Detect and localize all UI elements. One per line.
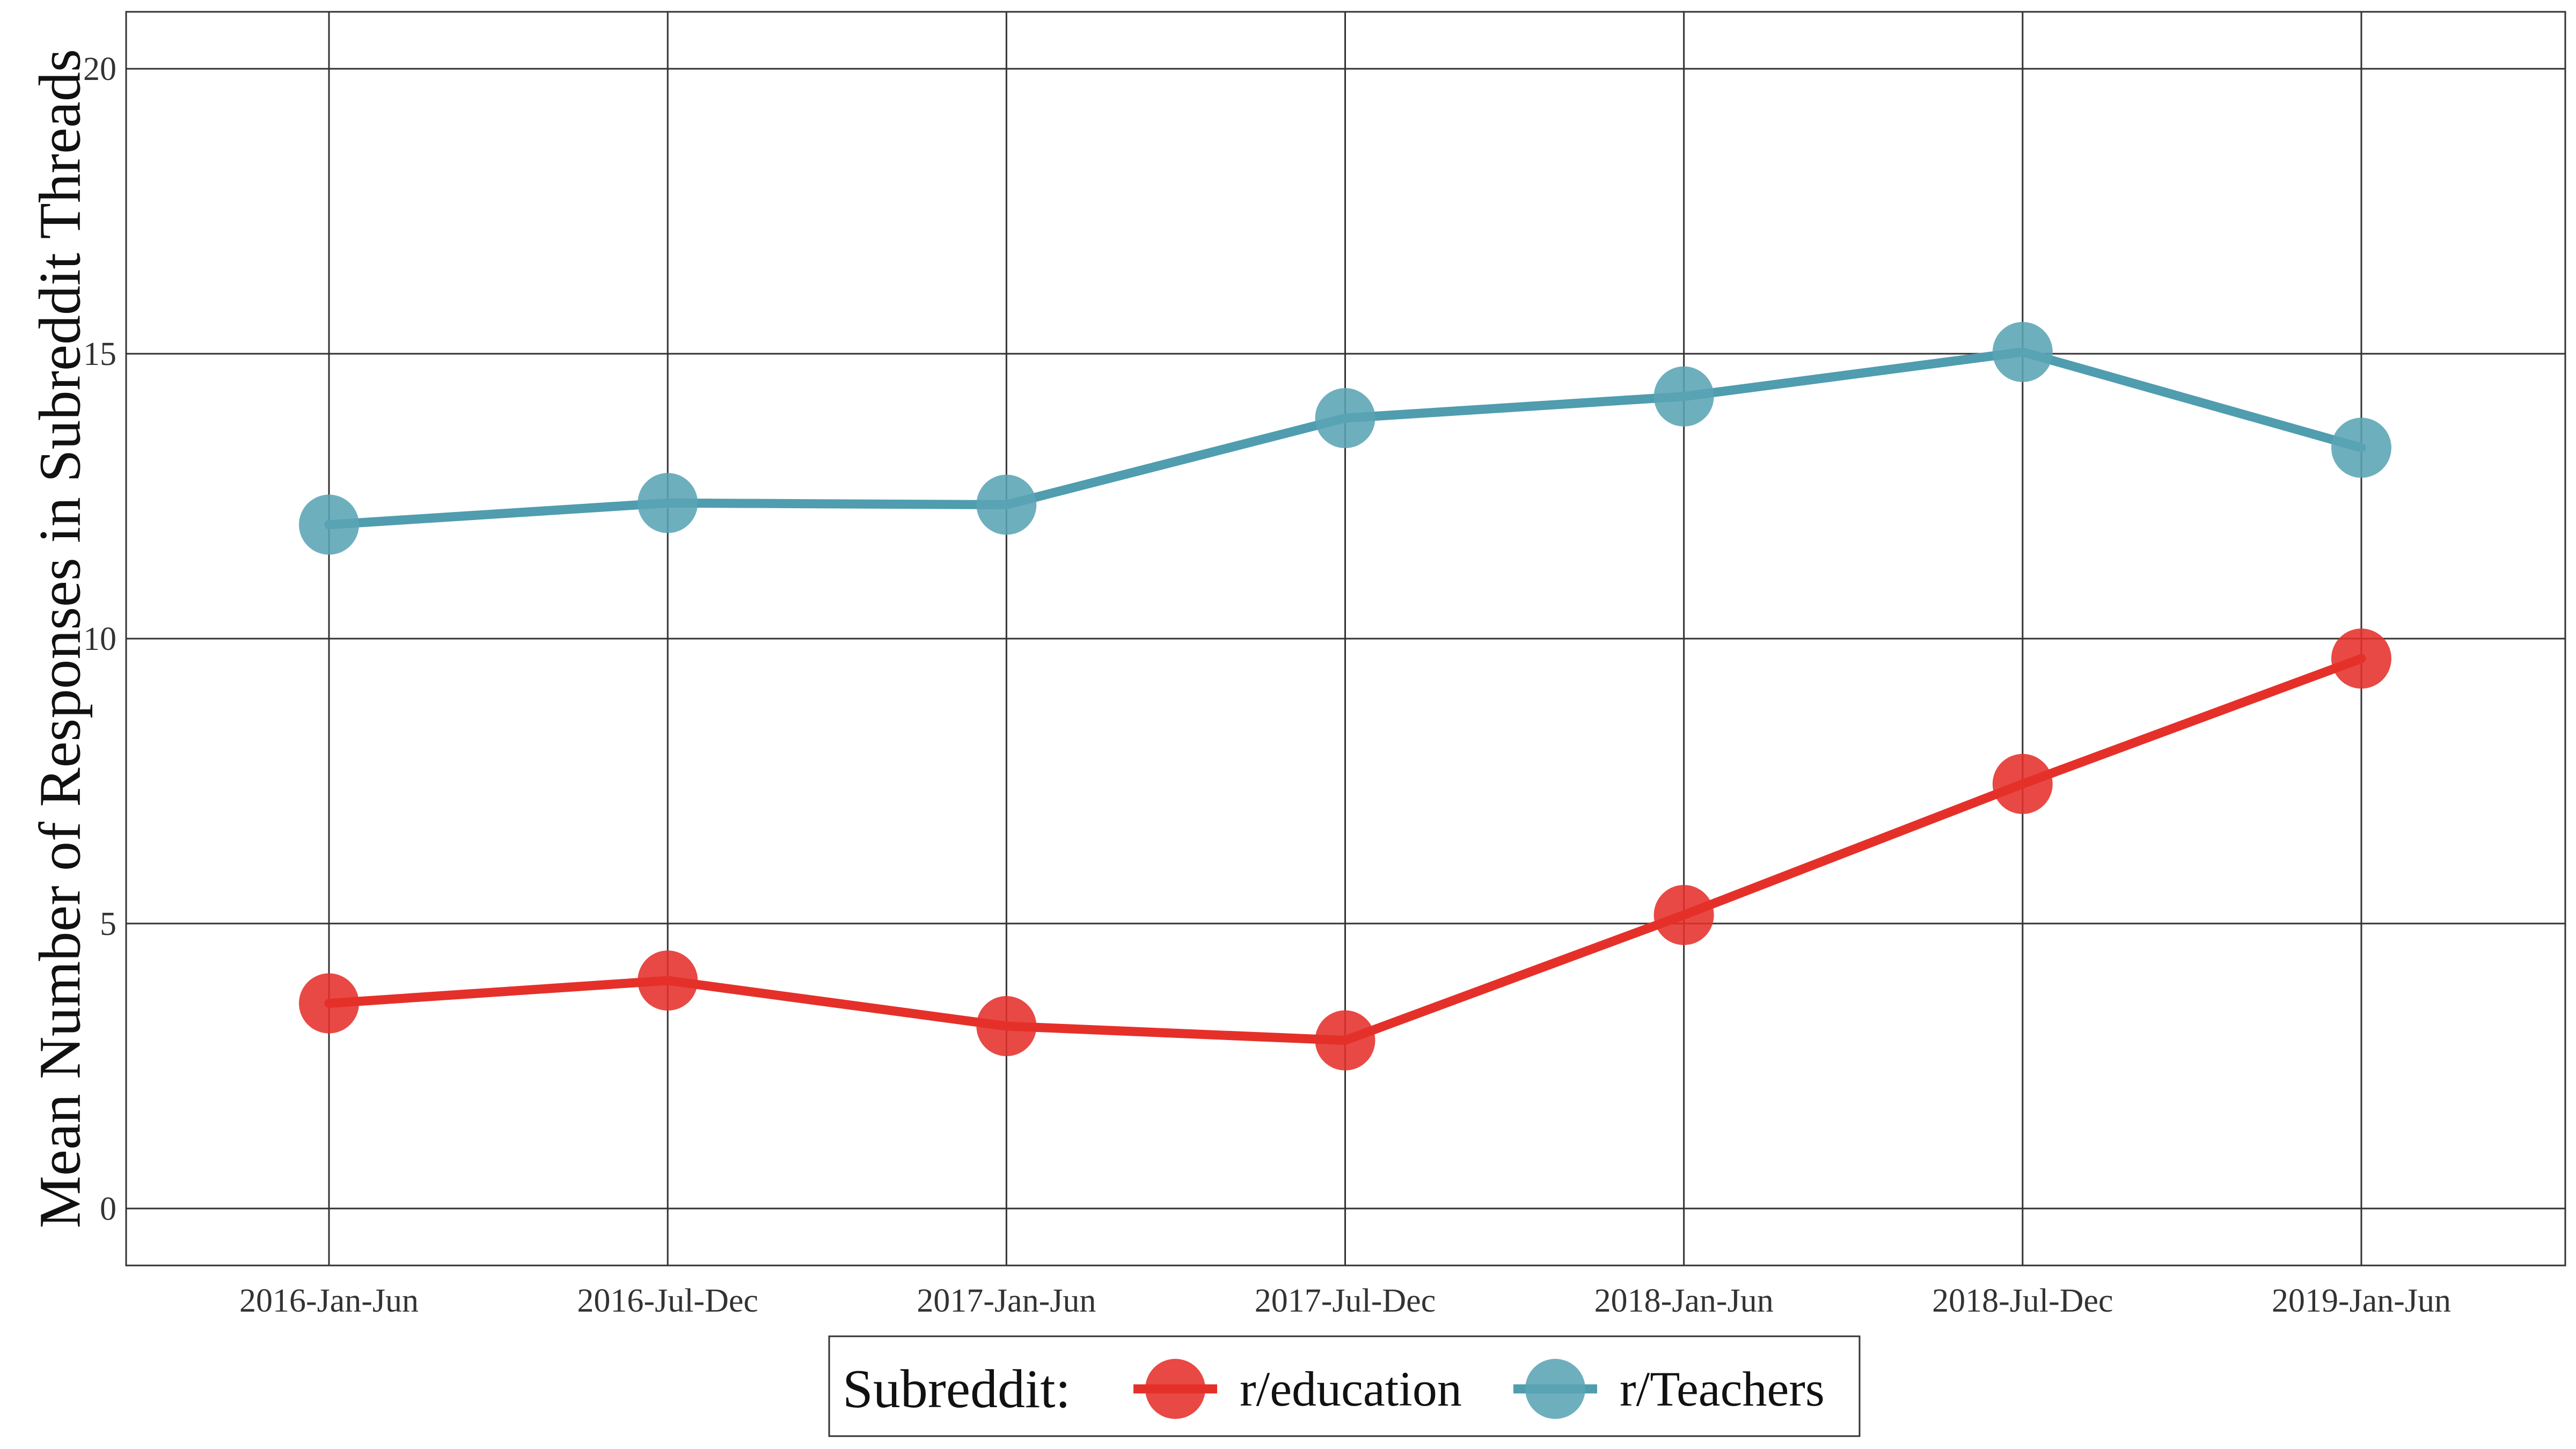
y-tick-label: 10	[83, 621, 116, 657]
data-point	[1992, 321, 2053, 382]
data-point	[299, 494, 359, 555]
y-axis: 0 5 10 15 20	[83, 51, 116, 1227]
data-point	[2331, 628, 2391, 689]
y-tick-label: 20	[83, 51, 116, 87]
data-point	[1315, 1010, 1375, 1071]
legend-title: Subreddit:	[843, 1359, 1071, 1419]
y-axis-title: Mean Number of Responses in Subreddit Th…	[27, 49, 93, 1228]
x-tick-label: 2019-Jan-Jun	[2272, 1283, 2451, 1319]
x-axis: 2016-Jan-Jun 2016-Jul-Dec 2017-Jan-Jun 2017…	[239, 1283, 2451, 1319]
plot-panel	[125, 11, 2566, 1267]
legend-label: r/education	[1240, 1362, 1462, 1416]
x-tick-label: 2017-Jan-Jun	[917, 1283, 1096, 1319]
x-tick-label: 2017-Jul-Dec	[1255, 1283, 1436, 1319]
legend-key	[1133, 1359, 1217, 1419]
data-point	[1653, 366, 1714, 427]
series-layer	[299, 321, 2391, 1071]
data-point	[1653, 884, 1714, 945]
data-point	[638, 473, 698, 533]
legend-key-point	[1145, 1359, 1205, 1419]
legend-key	[1513, 1359, 1597, 1419]
x-tick-label: 2016-Jul-Dec	[577, 1283, 758, 1319]
series-r-teachers	[299, 321, 2391, 555]
y-tick-label: 15	[83, 336, 116, 372]
x-tick-label: 2018-Jul-Dec	[1932, 1283, 2113, 1319]
data-point	[2331, 418, 2391, 478]
series-r-education	[299, 628, 2391, 1071]
data-point	[638, 950, 698, 1011]
data-point	[976, 474, 1037, 535]
x-tick-label: 2016-Jan-Jun	[239, 1283, 419, 1319]
legend-key-point	[1525, 1359, 1585, 1419]
y-tick-label: 0	[100, 1191, 116, 1227]
legend-label: r/Teachers	[1620, 1362, 1825, 1416]
x-tick-label: 2018-Jan-Jun	[1594, 1283, 1774, 1319]
data-point	[1992, 753, 2053, 814]
y-tick-label: 5	[100, 906, 116, 942]
grid-layer	[126, 12, 2565, 1265]
legend: Subreddit: r/education r/Teachers	[828, 1335, 1861, 1437]
legend-box	[828, 1335, 1861, 1437]
data-point	[976, 996, 1037, 1057]
data-point	[299, 973, 359, 1034]
data-point	[1315, 388, 1375, 449]
